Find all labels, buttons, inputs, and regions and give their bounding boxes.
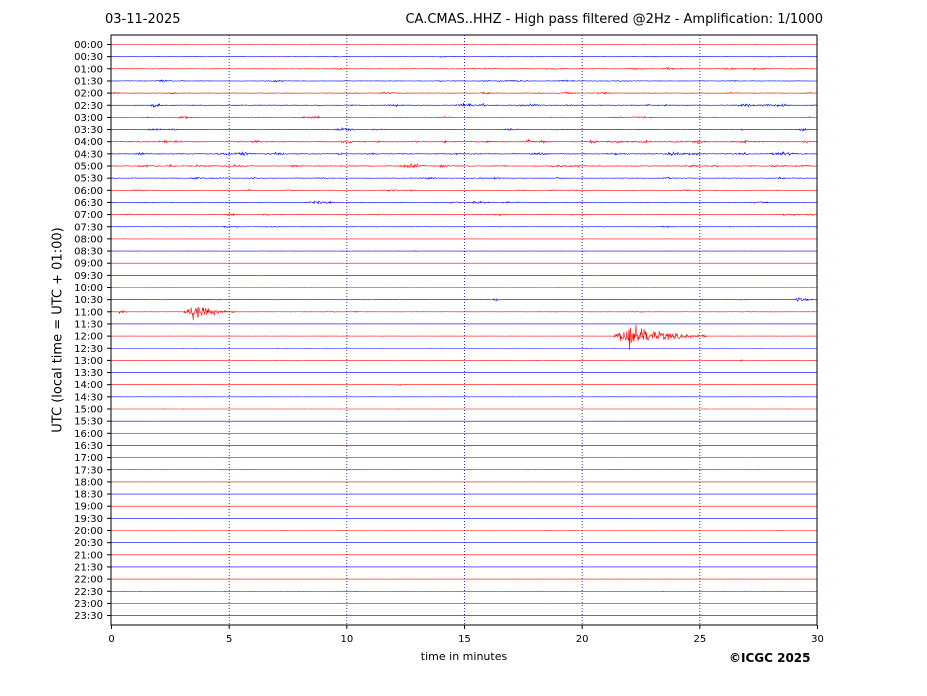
x-tick-label: 10	[340, 634, 353, 645]
x-tick-label: 30	[811, 634, 824, 645]
y-tick-label: 13:00	[74, 356, 103, 367]
y-tick-label: 20:00	[74, 526, 103, 537]
trace-08-30	[110, 250, 818, 252]
y-tick-label: 19:00	[74, 502, 103, 513]
x-tick-label: 25	[693, 634, 706, 645]
y-tick-label: 00:30	[74, 52, 103, 63]
y-tick-label: 09:00	[74, 259, 103, 270]
x-tick-label: 15	[458, 634, 471, 645]
trace-layer	[110, 44, 818, 616]
y-tick-label: 08:00	[74, 234, 103, 245]
trace-00-30	[110, 55, 818, 58]
trace-01-00	[110, 67, 818, 71]
y-axis-label: UTC (local time = UTC + 01:00)	[50, 227, 66, 433]
trace-07-30	[110, 225, 818, 229]
y-tick-label: 01:30	[74, 76, 103, 87]
trace-02-00	[110, 91, 818, 95]
x-axis-label: time in minutes	[420, 650, 508, 663]
y-tick-label: 16:30	[74, 441, 103, 452]
y-tick-label: 04:00	[74, 137, 103, 148]
trace-04-30	[110, 151, 818, 156]
y-tick-label: 07:30	[74, 222, 103, 233]
trace-02-30	[110, 102, 818, 109]
y-tick-label: 10:30	[74, 295, 103, 306]
y-tick-label: 23:30	[74, 611, 103, 622]
y-tick-label: 14:00	[74, 380, 103, 391]
trace-13-00	[110, 359, 818, 363]
y-tick-label: 04:30	[74, 149, 103, 160]
y-tick-label: 13:30	[74, 368, 103, 379]
y-tick-label: 11:00	[74, 307, 103, 318]
y-tick-label: 14:30	[74, 392, 103, 403]
y-tick-label: 21:00	[74, 550, 103, 561]
y-tick-label: 18:30	[74, 490, 103, 501]
trace-12-00	[111, 324, 817, 351]
y-tick-label: 21:30	[74, 562, 103, 573]
y-tick-label: 19:30	[74, 514, 103, 525]
y-tick-label: 03:00	[74, 113, 103, 124]
y-tick-label: 22:00	[74, 575, 103, 586]
chart-title: CA.CMAS..HHZ - High pass filtered @2Hz -…	[405, 12, 823, 27]
y-tick-label: 08:30	[74, 247, 103, 258]
y-tick-label: 03:30	[74, 125, 103, 136]
y-tick-label: 18:00	[74, 477, 103, 488]
y-tick-label: 17:30	[74, 465, 103, 476]
copyright-text: ©ICGC 2025	[729, 651, 811, 665]
trace-11-00	[110, 307, 818, 321]
y-tick-label: 05:00	[74, 162, 103, 173]
y-tick-label: 10:00	[74, 283, 103, 294]
x-tick-label: 0	[108, 634, 114, 645]
y-tick-label: 11:30	[74, 319, 103, 330]
y-tick-label: 15:00	[74, 405, 103, 416]
y-tick-label: 12:30	[74, 344, 103, 355]
trace-10-30	[110, 296, 818, 302]
y-tick-label: 07:00	[74, 210, 103, 221]
trace-03-30	[110, 126, 818, 132]
y-tick-label: 17:00	[74, 453, 103, 464]
y-tick-label: 02:00	[74, 89, 103, 100]
trace-01-30	[110, 79, 817, 83]
y-tick-label: 16:00	[74, 429, 103, 440]
x-tick-label: 5	[226, 634, 232, 645]
trace-06-00	[110, 188, 818, 192]
y-tick-label: 12:00	[74, 332, 103, 343]
trace-04-00	[110, 138, 818, 145]
x-tick-label: 20	[576, 634, 589, 645]
y-tick-label: 01:00	[74, 64, 103, 75]
trace-14-00	[110, 383, 818, 386]
y-tick-label: 15:30	[74, 417, 103, 428]
trace-05-00	[110, 163, 818, 169]
trace-05-30	[110, 176, 818, 180]
y-tick-label: 09:30	[74, 271, 103, 282]
chart-date: 03-11-2025	[105, 12, 181, 27]
y-tick-label: 22:30	[74, 587, 103, 598]
y-tick-label: 20:30	[74, 538, 103, 549]
grid-layer	[228, 35, 701, 625]
y-tick-label: 06:00	[74, 186, 103, 197]
y-tick-label: 00:00	[74, 40, 103, 51]
y-tick-label: 05:30	[74, 174, 103, 185]
plot-frame	[110, 34, 818, 626]
y-tick-label: 02:30	[74, 101, 103, 112]
y-tick-label: 06:30	[74, 198, 103, 209]
y-tick-label: 23:00	[74, 599, 103, 610]
trace-03-00	[110, 115, 818, 120]
trace-07-00	[110, 212, 818, 217]
trace-06-30	[110, 200, 818, 205]
